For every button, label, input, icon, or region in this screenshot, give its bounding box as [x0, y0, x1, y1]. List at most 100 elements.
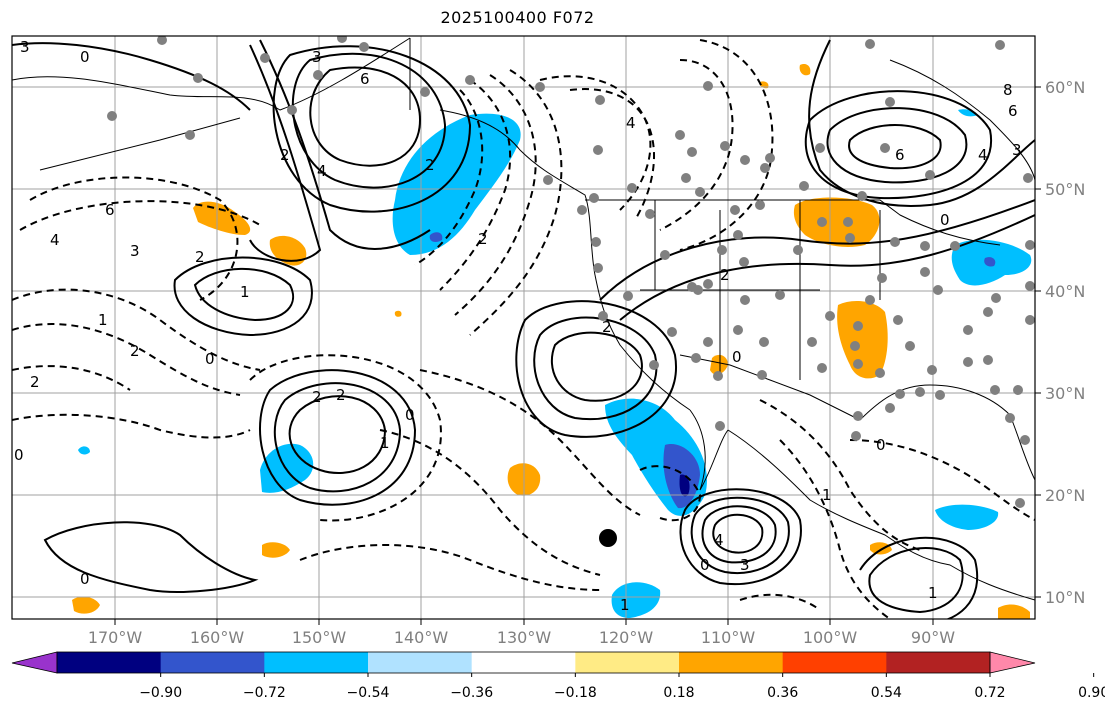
contour-label: 0 [80, 48, 90, 66]
contour-label: 1 [928, 584, 938, 602]
shade-negative-small2 [958, 109, 978, 117]
contour-se-high-2 [859, 536, 979, 619]
contour-label: 4 [626, 114, 636, 132]
colorbar-cell [782, 652, 887, 673]
contour-tropic-loop [43, 521, 259, 593]
dashed-pac-2 [19, 200, 261, 231]
dashed-gulf-1 [439, 79, 512, 291]
shade-negative-great-lakes-core [984, 257, 996, 267]
colorbar-label: 0.36 [767, 685, 798, 701]
coast-aleutians [39, 117, 241, 171]
contour-label: 6 [105, 201, 115, 219]
contour-arc-east [599, 199, 1035, 301]
coast-baja [689, 409, 729, 491]
contour-label: 0 [205, 350, 215, 368]
contour-label: 2 [30, 373, 40, 391]
contour-label: 3 [740, 556, 750, 574]
dashed-east-3 [849, 439, 1035, 521]
contour-label: 1 [822, 486, 832, 504]
contour-california-low-1 [550, 331, 643, 402]
dashed-gulf-3 [469, 69, 563, 336]
contour-labels: 3 0 3 6 4 2 6 4 3 2 1 1 2 0 2 2 2 2 2 1 … [14, 38, 1022, 614]
contour-label: 6 [895, 146, 905, 164]
contour-label: 2 [312, 388, 322, 406]
contour-label: 6 [1008, 102, 1018, 120]
contour-california-low-2 [533, 316, 658, 421]
contour-hawaii-2 [273, 382, 402, 493]
contour-label: 0 [876, 436, 886, 454]
shade-positive-yukon [799, 64, 811, 76]
contour-label: 0 [14, 446, 24, 464]
lon-label: 170°W [88, 628, 143, 647]
lat-label: 40°N [1045, 282, 1085, 301]
contour-arc-east-2 [619, 214, 1035, 321]
shade-positive-small [394, 310, 402, 317]
contour-label: 3 [1012, 141, 1022, 159]
lon-label: 150°W [292, 628, 347, 647]
dashed-east-4 [739, 593, 821, 611]
colorbar-label: −0.36 [450, 685, 493, 701]
axis-ticks [114, 86, 1041, 625]
coast-bc [439, 109, 596, 276]
contour-label: 2 [195, 248, 205, 266]
shade-negative-baja-inner [679, 474, 690, 497]
contour-north-high-3 [804, 90, 993, 200]
lon-label: 130°W [497, 628, 552, 647]
contour-label: 2 [602, 318, 612, 336]
contour-label: 4 [714, 531, 724, 549]
coast-hudson [889, 59, 1035, 181]
shade-positive-small-2 [759, 81, 769, 89]
contour-label: 3 [312, 48, 322, 66]
contour-low-alaska-2 [291, 52, 447, 189]
contour-label: 4 [978, 146, 988, 164]
colorbar-cell [368, 652, 473, 673]
dashed-east-2 [779, 439, 891, 619]
dashed-central-3 [299, 544, 601, 591]
contour-label: 0 [940, 211, 950, 229]
coast-gulf [859, 384, 1035, 481]
contour-label: 1 [380, 434, 390, 452]
contour-hurricane-3 [690, 496, 790, 574]
colorbar-cell [264, 652, 369, 673]
colorbar-label: 0.90 [1078, 685, 1105, 701]
colorbar-cell [160, 652, 265, 673]
dashed-canada-3 [659, 59, 734, 231]
contour-label: 1 [98, 311, 108, 329]
station-points [107, 36, 1035, 508]
dashed-pac-6 [12, 413, 251, 439]
contour-label: 1 [620, 596, 630, 614]
shade-negative-tropic [611, 582, 661, 618]
contour-label: 2 [478, 230, 488, 248]
shade-positive-tropic-2 [72, 596, 100, 614]
contour-label: 0 [405, 406, 415, 424]
contour-label: 3 [130, 242, 140, 260]
colorbar-label: −0.54 [347, 685, 390, 701]
contour-label: 2 [720, 266, 730, 284]
lat-label: 20°N [1045, 486, 1085, 505]
contour-label: 0 [732, 348, 742, 366]
shade-negative-small1 [78, 446, 90, 455]
contour-north-high-1 [848, 124, 942, 170]
lon-label: 90°W [911, 628, 955, 647]
colorbar-label: −0.72 [243, 685, 286, 701]
shade-positive-se-corner [998, 604, 1030, 619]
colorbar-cell [886, 652, 991, 673]
contour-label: 6 [360, 70, 370, 88]
dashed-pac-5 [12, 365, 131, 391]
longitude-labels: 170°W 160°W 150°W 140°W 130°W 120°W 110°… [88, 628, 955, 647]
contour-label: 4 [50, 231, 60, 249]
coast-west-us [594, 274, 691, 411]
contour-label: 1 [240, 283, 250, 301]
shade-positive-plains [793, 197, 880, 247]
contour-se-high [868, 547, 964, 614]
dashed-hawaii-outer [249, 354, 442, 522]
colorbar-extend-left [11, 651, 58, 674]
dashed-canada-2 [569, 88, 656, 221]
contour-pac-low-1 [193, 267, 295, 322]
contour-trough-2 [249, 44, 322, 262]
colorbar-extend-right [989, 651, 1036, 674]
dashed-canada-4 [679, 39, 774, 251]
contour-pac-low-2 [173, 256, 313, 337]
contour-trough-1 [259, 39, 431, 250]
